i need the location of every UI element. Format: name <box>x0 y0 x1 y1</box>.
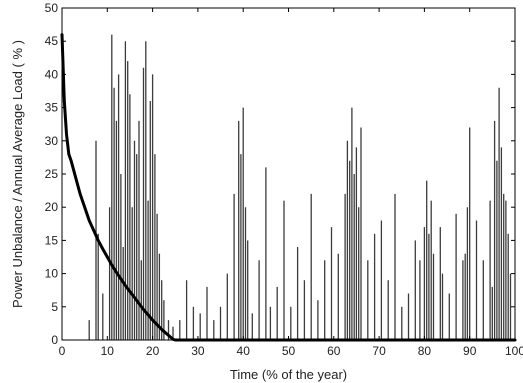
x-tick-label: 80 <box>418 344 432 358</box>
x-tick-label: 90 <box>463 344 477 358</box>
y-tick-label: 15 <box>45 233 59 247</box>
y-axis-title: Power Unbalance / Annual Average Load ( … <box>10 40 25 308</box>
plot-frame <box>61 7 516 341</box>
y-tick-label: 20 <box>45 200 59 214</box>
y-tick-label: 40 <box>45 67 59 81</box>
x-tick-label: 0 <box>59 344 66 358</box>
y-tick-label: 0 <box>51 333 58 347</box>
x-tick-label: 60 <box>327 344 341 358</box>
y-tick-label: 50 <box>45 1 59 15</box>
x-tick-label: 20 <box>146 344 160 358</box>
unbalance-bars <box>88 34 512 340</box>
x-tick-label: 30 <box>191 344 205 358</box>
y-tick-label: 25 <box>45 167 59 181</box>
y-tick-label: 35 <box>45 101 59 115</box>
y-tick-label: 10 <box>45 267 59 281</box>
x-tick-label: 40 <box>237 344 251 358</box>
y-tick-label: 5 <box>51 300 58 314</box>
x-tick-label: 70 <box>372 344 386 358</box>
x-tick-label: 10 <box>101 344 115 358</box>
plot-background <box>62 8 515 340</box>
x-axis-title: Time (% of the year) <box>230 367 347 382</box>
tick-labels: 0 10 20 30 40 50 60 70 80 90 100 0 5 10 15 20 25 30 35 40 45… <box>45 1 523 358</box>
y-tick-label: 45 <box>45 34 59 48</box>
x-tick-label: 50 <box>282 344 296 358</box>
x-tick-label: 100 <box>505 344 523 358</box>
y-tick-label: 30 <box>45 134 59 148</box>
